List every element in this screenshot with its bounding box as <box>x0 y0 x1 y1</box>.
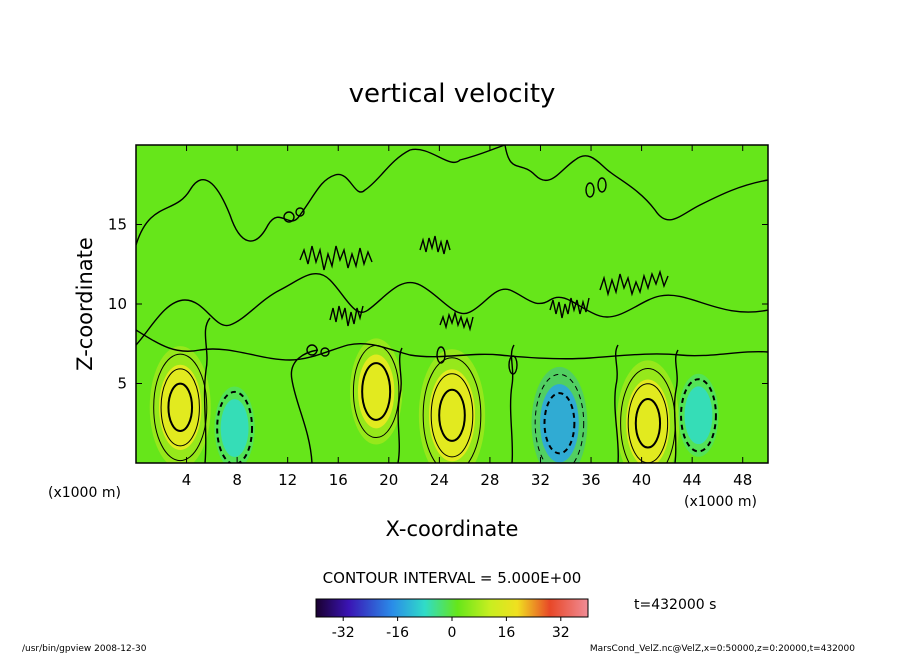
anomaly-core-5 <box>626 379 670 463</box>
colorbar-tick-label-0: -32 <box>332 625 355 641</box>
velocity-anomalies <box>149 338 719 463</box>
anomaly-contour-4-1 <box>543 392 576 455</box>
contour-eddy-6 <box>585 182 595 198</box>
anomaly-3 <box>418 349 486 463</box>
contour-line-divider-3 <box>397 347 403 463</box>
x-tick-label-10: 44 <box>683 471 702 489</box>
anomaly-0 <box>149 346 211 463</box>
contour-line-divider-2 <box>290 349 319 463</box>
contour-line-divider-5 <box>614 344 620 463</box>
x-tick-label-4: 20 <box>379 471 398 489</box>
y-tick-label-2: 15 <box>108 216 127 234</box>
anomaly-core-2 <box>357 354 395 429</box>
contour-squiggle-2 <box>329 305 364 327</box>
contour-squiggle-5 <box>419 235 451 255</box>
contour-squiggle-4 <box>599 269 669 297</box>
x-tick-label-5: 24 <box>430 471 449 489</box>
anomaly-core-0 <box>159 364 202 450</box>
footer-left: /usr/bin/gpview 2008-12-30 <box>22 644 147 654</box>
anomaly-1 <box>214 386 255 463</box>
anomaly-core-4 <box>540 384 579 463</box>
contour-squiggle-3 <box>549 297 590 319</box>
contour-line-upper-right <box>504 145 768 221</box>
x-axis-label: X-coordinate <box>386 517 519 541</box>
contour-eddy-3 <box>306 344 318 356</box>
contour-line-divider-6 <box>673 349 679 463</box>
x-unit-left: (x1000 m) <box>48 485 121 501</box>
turbulent-contours <box>136 145 768 463</box>
anomaly-contour-0-1 <box>160 368 200 447</box>
anomaly-contour-4-0 <box>534 373 585 463</box>
x-tick-label-9: 40 <box>632 471 651 489</box>
x-tick-label-6: 28 <box>480 471 499 489</box>
contour-eddy-7 <box>597 177 607 193</box>
contour-line-lower <box>136 329 768 361</box>
anomaly-5 <box>616 360 680 463</box>
anomaly-contour-6-0 <box>680 378 717 453</box>
anomaly-6 <box>678 373 719 457</box>
contour-interval-label: CONTOUR INTERVAL = 5.000E+00 <box>323 569 582 587</box>
contour-eddy-8 <box>436 346 446 364</box>
contour-line-mid <box>136 273 768 346</box>
y-axis-label: Z-coordinate <box>73 237 97 371</box>
x-tick-label-11: 48 <box>733 471 752 489</box>
anomaly-contour-3-0 <box>422 357 482 463</box>
colorbar <box>315 598 589 618</box>
colorbar-tick-label-4: 32 <box>552 625 570 641</box>
x-unit-right: (x1000 m) <box>684 494 757 510</box>
chart-title: vertical velocity <box>349 79 556 109</box>
contour-squiggle-6 <box>439 310 474 332</box>
anomaly-4 <box>531 366 588 463</box>
footer-right: MarsCond_VelZ.nc@VelZ,x=0:50000,z=0:2000… <box>590 644 855 654</box>
contour-layer <box>136 145 768 463</box>
anomaly-core-6 <box>684 386 713 445</box>
y-tick-label-1: 10 <box>108 295 127 313</box>
anomaly-contour-3-2 <box>438 388 466 442</box>
time-label: t=432000 s <box>634 597 716 613</box>
contour-eddy-1 <box>283 211 295 223</box>
colorbar-ticks: -32 -16 0 16 32 <box>332 617 570 641</box>
y-axis: 5 10 15 <box>108 216 768 393</box>
anomaly-core-3 <box>428 369 476 462</box>
y-tick-label-0: 5 <box>117 375 127 393</box>
contour-line-divider-1 <box>203 317 211 463</box>
x-tick-label-3: 16 <box>329 471 348 489</box>
anomaly-contour-0-0 <box>153 353 208 462</box>
anomaly-contour-2-1 <box>361 362 392 421</box>
x-tick-label-7: 32 <box>531 471 550 489</box>
colorbar-tick-label-2: 0 <box>448 625 457 641</box>
x-tick-label-2: 12 <box>278 471 297 489</box>
anomaly-contour-5-2 <box>634 397 662 449</box>
anomaly-contour-0-2 <box>167 382 194 433</box>
x-tick-label-0: 4 <box>182 471 192 489</box>
anomaly-contour-3-1 <box>430 373 474 458</box>
x-axis: 4 8 12 16 20 24 28 32 36 40 44 48 <box>182 145 752 489</box>
contour-line-divider-4 <box>509 344 515 463</box>
x-tick-label-1: 8 <box>232 471 242 489</box>
anomaly-core-1 <box>220 399 249 457</box>
contour-eddy-4 <box>320 347 330 357</box>
contour-eddy-2 <box>295 207 305 217</box>
contour-line-upper <box>136 145 506 246</box>
anomaly-2 <box>349 338 403 445</box>
anomaly-contour-1-0 <box>216 390 254 463</box>
contour-eddy-5 <box>508 355 518 375</box>
contour-squiggle-1 <box>299 245 373 271</box>
colorbar-tick-label-1: -16 <box>386 625 409 641</box>
x-tick-label-8: 36 <box>581 471 600 489</box>
colorbar-tick-label-3: 16 <box>497 625 515 641</box>
